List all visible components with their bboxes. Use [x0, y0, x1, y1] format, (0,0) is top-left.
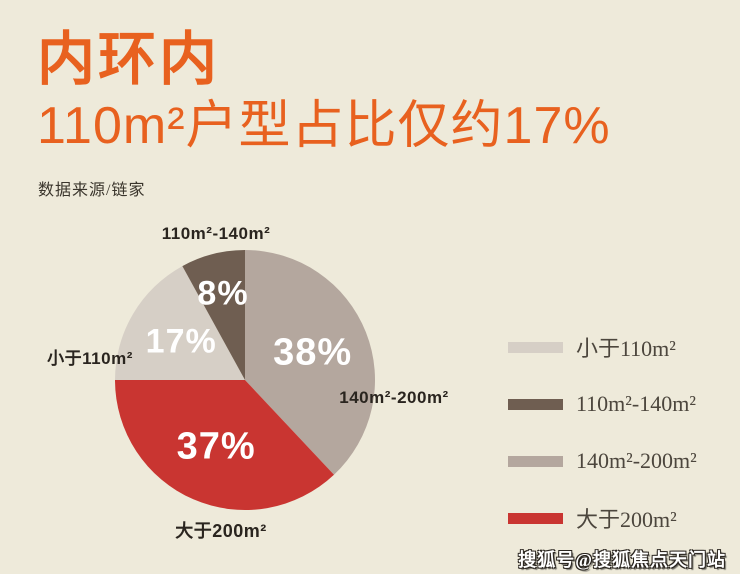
pie-slice-3: [182, 250, 245, 380]
legend-swatch-1: [508, 398, 563, 410]
legend-swatch-2: [508, 455, 563, 467]
pie-pct-label-3: 8%: [197, 274, 249, 313]
slice-label-110-140: 110m²-140m²: [161, 224, 271, 243]
data-source-note: 数据来源/链家: [38, 182, 146, 199]
legend: 小于110m² 110m²-140m² 140m²-200m² 大于200m²: [508, 330, 728, 558]
pie-slice-2: [115, 266, 245, 380]
page-subtitle: 110m²户型占比仅约17%: [37, 97, 611, 155]
legend-item-3: 大于200m²: [508, 501, 728, 535]
legend-label-3: 大于200m²: [576, 507, 677, 532]
pie-slice-1: [115, 380, 334, 511]
legend-label-2: 140m²-200m²: [576, 448, 697, 473]
slice-label-under-110: 小于110m²: [47, 349, 133, 368]
slice-label-140-200: 140m²-200m²: [339, 388, 449, 407]
legend-item-2: 140m²-200m²: [508, 444, 728, 478]
legend-label-0: 小于110m²: [576, 336, 676, 361]
pie-pct-label-2: 17%: [145, 322, 217, 361]
watermark: 搜狐号@搜狐焦点天门站: [518, 550, 726, 570]
legend-item-1: 110m²-140m²: [508, 387, 728, 421]
legend-label-1: 110m²-140m²: [576, 391, 696, 416]
pie-slice-0: [245, 250, 376, 475]
legend-swatch-3: [508, 512, 563, 524]
page-title: 内环内: [37, 27, 221, 92]
pie-chart-svg: [115, 250, 376, 511]
pie-pct-label-1: 37%: [176, 425, 256, 468]
slice-label-over-200: 大于200m²: [175, 521, 267, 541]
legend-swatch-0: [508, 341, 563, 353]
legend-item-0: 小于110m²: [508, 330, 728, 364]
pie-pct-label-0: 38%: [273, 331, 353, 374]
